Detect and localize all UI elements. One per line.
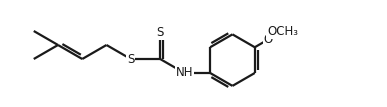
Text: S: S [156, 26, 164, 39]
Text: NH: NH [176, 66, 193, 80]
Text: S: S [127, 53, 134, 65]
Text: OCH₃: OCH₃ [267, 25, 298, 38]
Text: O: O [264, 33, 273, 46]
